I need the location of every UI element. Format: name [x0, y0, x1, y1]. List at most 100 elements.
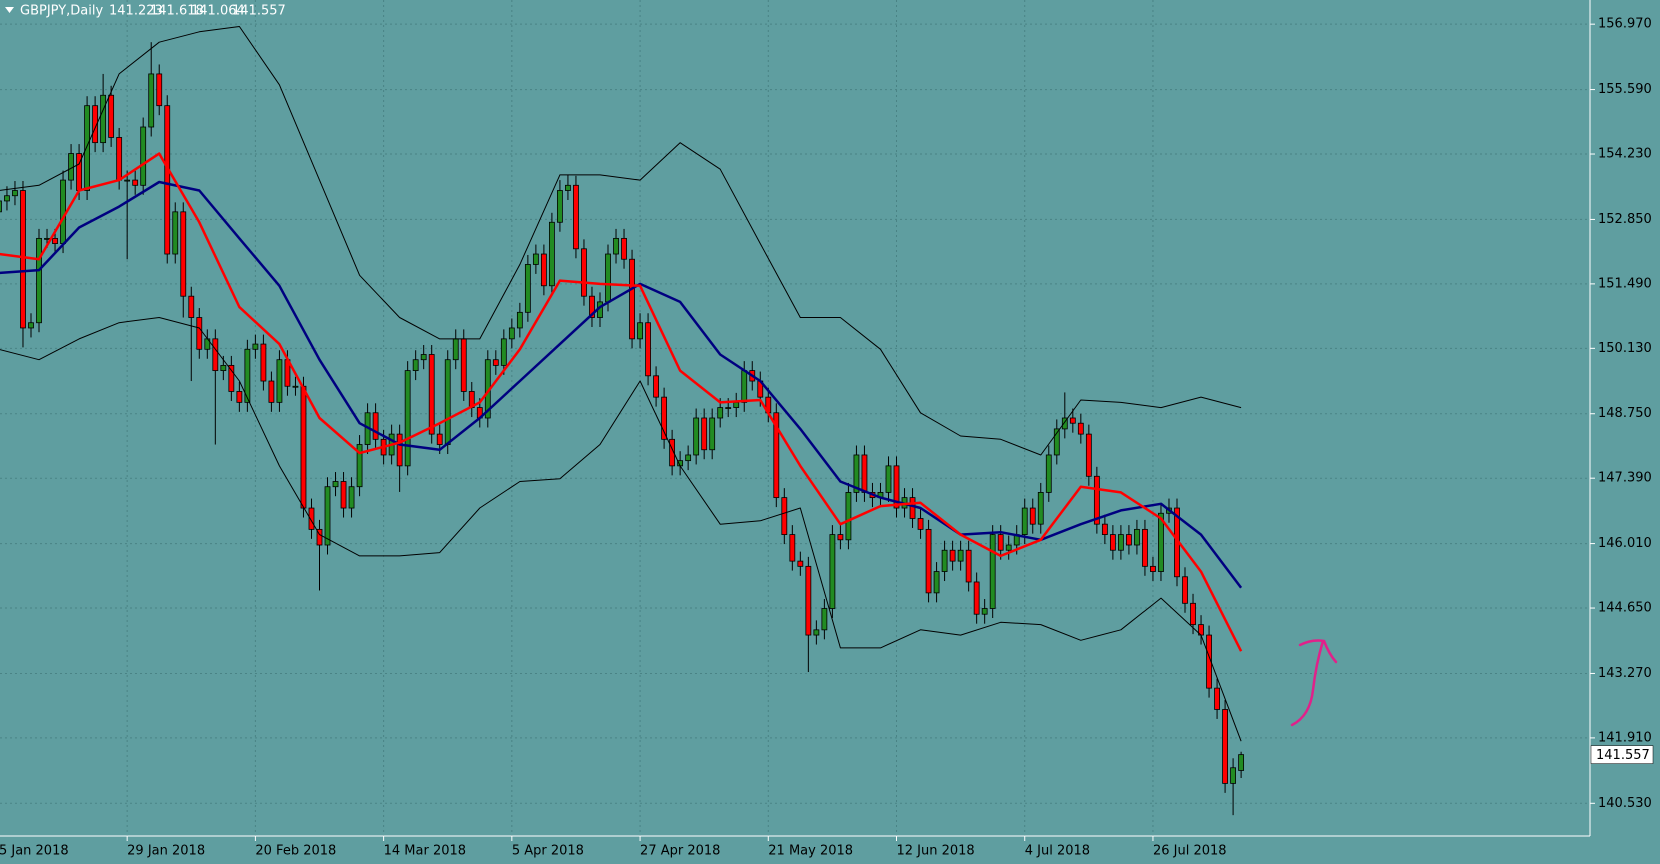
candle-body — [460, 338, 467, 392]
candle-body — [276, 359, 283, 403]
candle-body — [44, 237, 50, 240]
x-tick-label: 5 Apr 2018 — [512, 844, 584, 859]
candle-body — [1150, 565, 1156, 572]
indicator-layer — [0, 26, 1243, 742]
candle-body — [997, 534, 1004, 551]
candle-body — [172, 211, 179, 255]
indicator-line — [0, 26, 1242, 456]
candle-body — [645, 322, 651, 377]
candle-body — [1101, 523, 1108, 535]
candle-body — [164, 105, 171, 255]
candle-body — [1182, 576, 1188, 604]
candle-body — [220, 364, 227, 372]
candle-body — [709, 417, 716, 451]
candle-body — [420, 354, 427, 361]
candle-body — [292, 385, 299, 388]
y-tick-label: 151.490 — [1598, 276, 1652, 291]
candle-body — [236, 391, 243, 403]
candle-body — [148, 73, 155, 128]
candle-body — [332, 481, 339, 488]
menu-triangle[interactable] — [5, 7, 14, 13]
candle-body — [941, 549, 948, 572]
y-tick-label: 147.390 — [1598, 471, 1652, 486]
candle-body — [1045, 454, 1052, 493]
candle-body — [444, 359, 451, 445]
candle-body — [540, 253, 547, 287]
x-tick-label: 20 Feb 2018 — [255, 844, 336, 859]
candle-body — [1222, 709, 1228, 784]
last-price-box — [1590, 745, 1654, 764]
candle-body — [348, 486, 355, 509]
y-tick-label: 143.270 — [1598, 666, 1652, 681]
candle-body — [853, 454, 860, 493]
candle-body — [1037, 492, 1044, 525]
candle-body — [12, 190, 18, 197]
candle-body — [100, 94, 107, 144]
candle-body — [196, 317, 203, 350]
candle-body — [252, 343, 259, 350]
candle-body — [957, 549, 964, 562]
candle-body — [452, 338, 459, 361]
candle-body — [605, 253, 611, 303]
candle-body — [621, 237, 627, 260]
candle-body — [981, 608, 988, 615]
x-tick-label: 12 Jun 2018 — [897, 844, 975, 859]
candle-body — [1190, 602, 1196, 626]
candle-body — [268, 380, 275, 403]
candle-body — [837, 534, 844, 541]
candle-body — [1118, 534, 1124, 551]
candle-body — [108, 94, 115, 138]
candle-body — [1238, 754, 1245, 771]
x-tick-label: 27 Apr 2018 — [640, 844, 720, 859]
candle-body — [773, 412, 780, 499]
candle-body — [557, 190, 563, 223]
hand-drawn-arrow — [1290, 639, 1338, 727]
candle-body — [549, 221, 555, 287]
header-high: 141.618 — [150, 4, 204, 19]
candle-body — [340, 481, 347, 509]
y-tick-label: 144.650 — [1598, 601, 1652, 616]
candle-body — [500, 338, 507, 366]
candle-body — [693, 417, 700, 456]
candle-body — [741, 370, 748, 403]
candle-body — [4, 195, 10, 202]
candle-body — [845, 492, 852, 541]
candle-body — [661, 396, 668, 440]
candle-body — [1158, 512, 1164, 572]
candle-body — [829, 534, 836, 609]
candle-body — [316, 528, 323, 546]
candle-body — [244, 348, 251, 403]
candle-body — [324, 486, 331, 546]
candle-body — [428, 354, 435, 435]
candle-body — [1126, 534, 1132, 546]
candle-body — [1085, 433, 1092, 477]
candle-body — [1142, 528, 1148, 567]
candle-body — [573, 184, 579, 250]
candle-body — [20, 190, 26, 329]
last-price-label: 141.557 — [1596, 748, 1650, 763]
candle-body — [156, 73, 163, 107]
x-tick-label: 21 May 2018 — [768, 844, 853, 859]
candle-body — [228, 364, 235, 392]
header-open: 141.223 — [109, 4, 163, 19]
candle-body — [60, 179, 66, 244]
candle-body — [300, 385, 307, 509]
candle-body — [685, 454, 692, 462]
candle-body — [717, 407, 724, 419]
candle-body — [989, 534, 996, 609]
candle-body — [0, 200, 2, 213]
header-close: 141.557 — [232, 4, 286, 19]
candle-body — [909, 497, 916, 519]
candle-body — [404, 370, 411, 467]
x-tick-label: 29 Jan 2018 — [127, 844, 205, 859]
candle-body — [1230, 767, 1236, 784]
candle-body — [733, 401, 740, 408]
candle-body — [797, 560, 804, 567]
candle-body — [1109, 534, 1116, 551]
candle-body — [701, 417, 708, 451]
candle-body — [821, 608, 828, 631]
candle-body — [781, 497, 788, 535]
candle-body — [492, 359, 499, 366]
candle-body — [885, 465, 892, 493]
